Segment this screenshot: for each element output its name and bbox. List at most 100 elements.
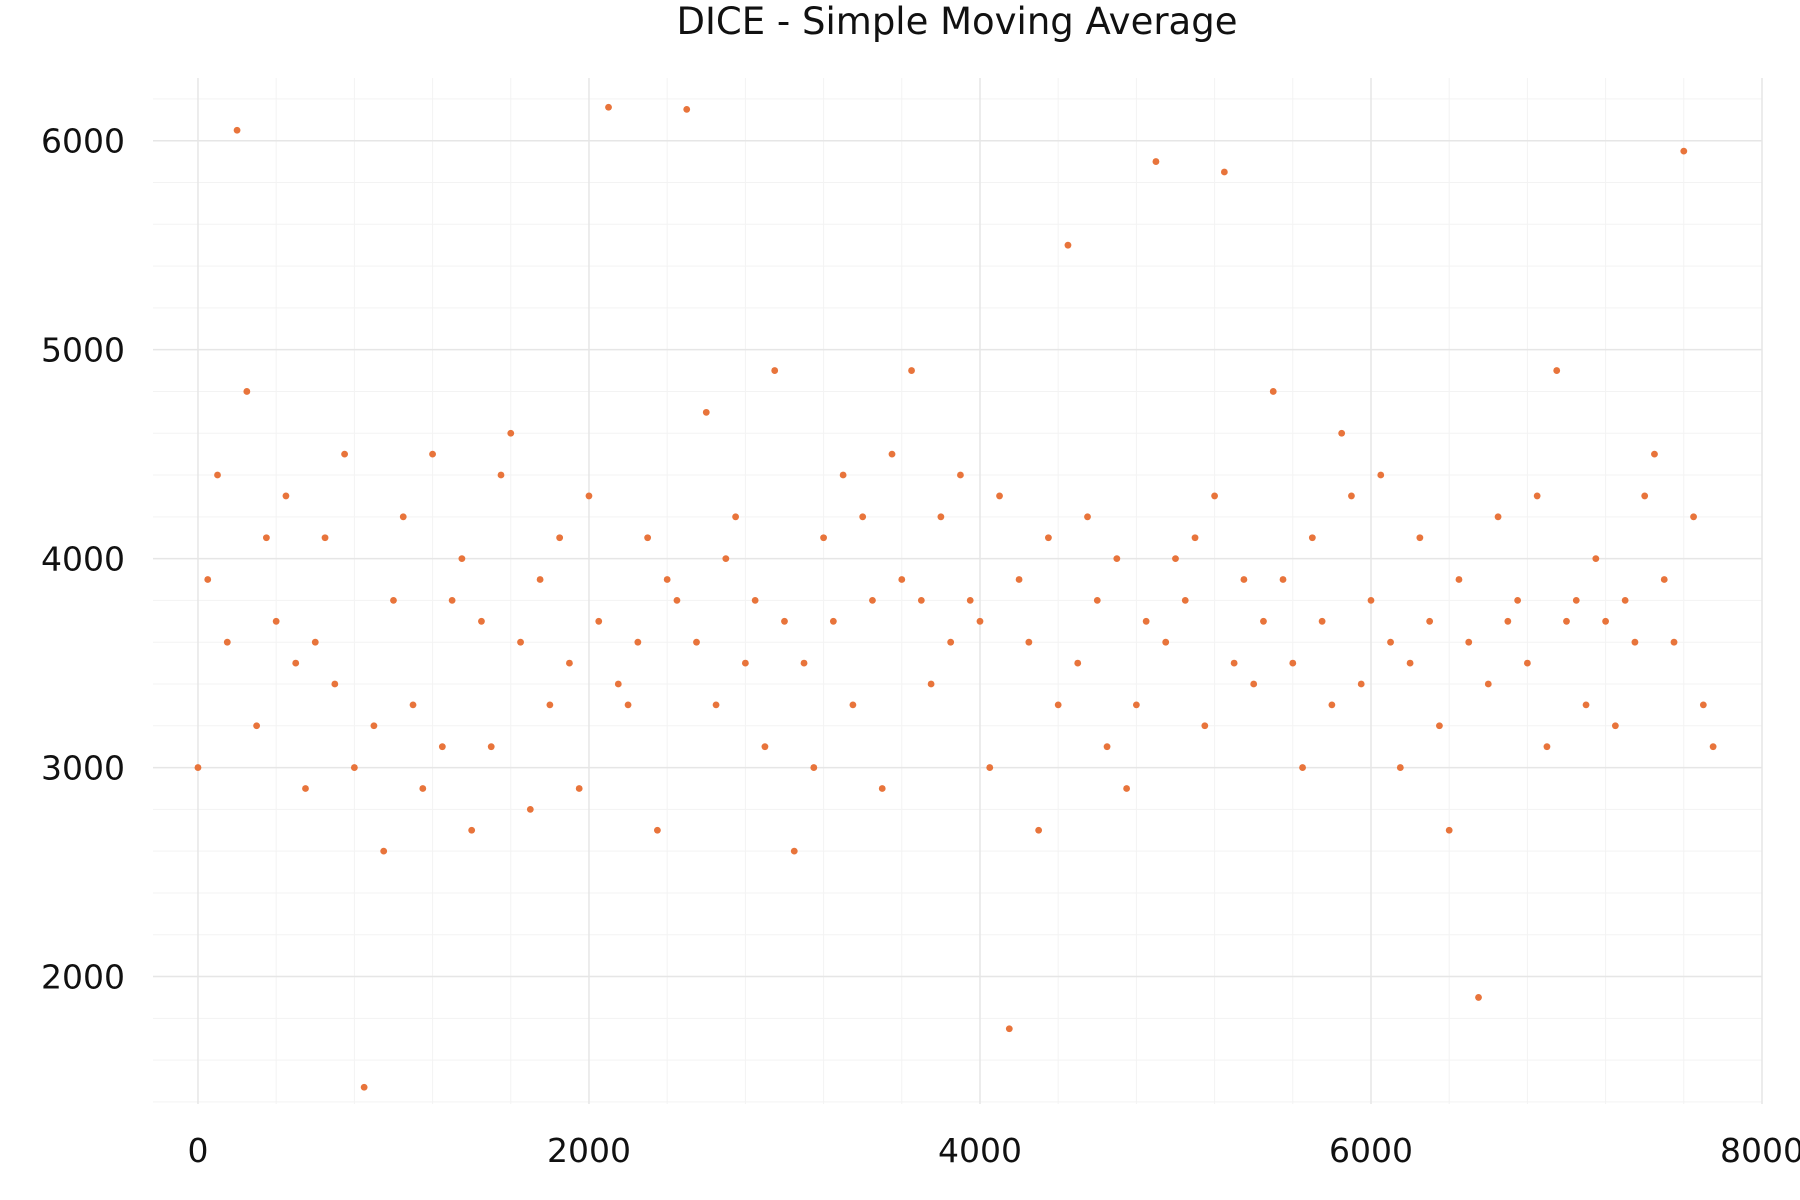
data-point	[390, 597, 397, 604]
data-point	[311, 638, 319, 646]
y-axis-ticks: 2000 3000 4000 5000 6000	[41, 122, 125, 997]
data-point	[1005, 1025, 1013, 1033]
data-point	[1220, 168, 1228, 176]
data-points	[194, 103, 1717, 1091]
data-point	[487, 743, 495, 751]
data-point	[1611, 722, 1619, 730]
data-point	[771, 367, 779, 374]
data-point	[1484, 680, 1492, 688]
data-point	[302, 785, 309, 792]
data-point	[1015, 576, 1023, 583]
data-point	[341, 450, 348, 458]
data-point	[917, 597, 925, 604]
data-point	[370, 722, 378, 730]
data-point	[624, 701, 632, 709]
data-point	[1455, 576, 1463, 583]
data-point	[1054, 701, 1062, 709]
data-point	[1504, 617, 1512, 625]
data-point	[497, 471, 505, 479]
data-point	[1103, 743, 1111, 751]
data-point	[1093, 597, 1101, 604]
data-point	[644, 534, 652, 542]
x-tick-label: 4000	[938, 1131, 1022, 1170]
data-point	[1660, 576, 1668, 583]
data-point	[1621, 597, 1629, 604]
y-tick-label: 5000	[41, 331, 125, 370]
data-point	[1523, 659, 1531, 667]
data-point	[1680, 147, 1688, 155]
data-point	[1670, 638, 1678, 646]
x-tick-label: 2000	[547, 1131, 631, 1170]
data-point	[1582, 701, 1590, 709]
data-point	[1377, 471, 1385, 479]
data-point	[927, 680, 935, 688]
data-point	[683, 105, 691, 113]
data-point	[781, 617, 788, 625]
data-point	[1328, 701, 1336, 709]
data-point	[1406, 659, 1414, 667]
data-point	[1074, 659, 1082, 667]
data-point	[605, 103, 612, 111]
data-point	[507, 429, 515, 437]
data-point	[458, 555, 466, 563]
data-point	[223, 638, 231, 646]
x-tick-label: 0	[187, 1131, 208, 1170]
data-point	[233, 126, 241, 134]
data-point	[966, 597, 974, 604]
data-point	[556, 534, 564, 542]
data-point	[575, 785, 583, 792]
data-point	[1201, 722, 1209, 730]
data-point	[1533, 492, 1541, 500]
data-point	[634, 638, 642, 646]
data-point	[1035, 826, 1043, 834]
gridlines	[153, 78, 1763, 1104]
data-point	[1348, 492, 1355, 500]
data-point	[1279, 576, 1287, 583]
data-point	[1191, 534, 1199, 542]
data-point	[478, 617, 485, 625]
data-point	[1113, 555, 1121, 563]
data-point	[732, 513, 740, 521]
data-point	[468, 826, 476, 834]
data-point	[888, 450, 896, 458]
data-point	[1084, 513, 1091, 521]
data-point	[1651, 450, 1658, 458]
data-point	[1475, 994, 1482, 1001]
data-point	[1162, 638, 1170, 646]
data-point	[810, 764, 818, 771]
y-tick-label: 3000	[41, 749, 125, 788]
data-point	[350, 764, 358, 771]
data-point	[790, 847, 798, 855]
x-tick-label: 6000	[1329, 1131, 1413, 1170]
data-point	[761, 743, 769, 751]
data-point	[908, 367, 915, 374]
data-point	[829, 617, 837, 625]
data-point	[1436, 722, 1443, 730]
data-point	[595, 617, 603, 625]
data-point	[1152, 158, 1160, 165]
data-point	[1494, 513, 1502, 521]
data-point	[1338, 429, 1346, 437]
data-point	[800, 659, 808, 667]
data-point	[712, 701, 720, 709]
data-point	[986, 764, 994, 771]
data-point	[419, 785, 427, 792]
data-point	[1045, 534, 1052, 542]
data-point	[1357, 680, 1365, 688]
data-point	[722, 555, 730, 563]
data-point	[399, 513, 407, 521]
data-point	[1308, 534, 1316, 542]
data-point	[1064, 241, 1072, 249]
data-point	[663, 576, 671, 583]
data-point	[438, 743, 446, 751]
data-point	[741, 659, 749, 667]
data-point	[1641, 492, 1649, 500]
data-point	[292, 659, 300, 667]
data-point	[1602, 617, 1609, 625]
data-point	[1563, 617, 1570, 625]
data-point	[1631, 638, 1639, 646]
data-point	[839, 471, 847, 479]
data-point	[409, 701, 417, 709]
data-point	[526, 805, 534, 813]
chart-title: DICE - Simple Moving Average	[677, 0, 1238, 43]
